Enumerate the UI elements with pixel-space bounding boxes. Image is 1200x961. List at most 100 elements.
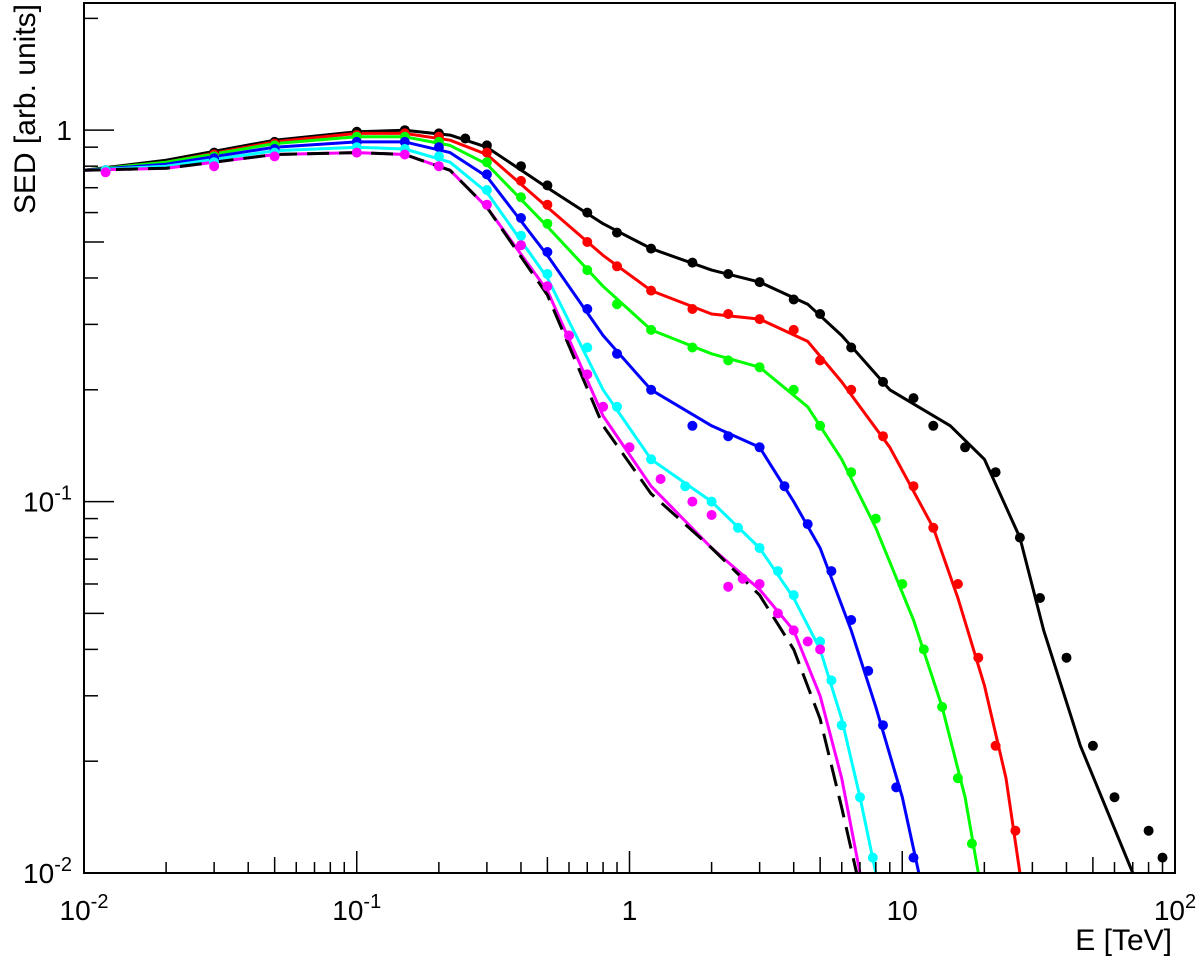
series-5-point-19 [772, 608, 783, 619]
series-2-point-22 [952, 773, 963, 784]
y-axis-title: SED [arb. units] [9, 4, 42, 214]
series-4-point-5 [433, 151, 444, 162]
series-0-point-25 [1035, 593, 1045, 603]
series-2-point-18 [870, 513, 881, 524]
series-5-point-22 [815, 644, 826, 655]
series-5-point-2 [269, 151, 280, 162]
series-5-point-8 [542, 281, 553, 292]
series-1-point-9 [582, 237, 593, 247]
series-2-point-14 [754, 362, 765, 373]
x-tick-label-0: 10-2 [60, 891, 109, 926]
series-3-point-5 [433, 142, 444, 153]
series-2-point-21 [937, 701, 948, 712]
series-5-point-16 [723, 581, 734, 592]
series-4-point-11 [646, 454, 657, 465]
series-1-point-15 [788, 324, 799, 335]
series-3-point-13 [723, 431, 734, 442]
series-0-curve [84, 128, 1135, 873]
series-1-point-6 [481, 147, 492, 158]
series-4-point-10 [612, 401, 622, 412]
series-0-point-6 [460, 133, 471, 144]
series-0-point-22 [960, 442, 971, 453]
series-3-point-15 [779, 481, 790, 492]
series-0-point-28 [1109, 792, 1120, 803]
series-4-point-14 [733, 522, 743, 533]
series-3-point-10 [612, 348, 622, 359]
series-3-point-6 [481, 169, 492, 180]
x-tick-label-2: 1 [622, 895, 638, 926]
series-4-point-15 [754, 543, 765, 553]
series-4-point-18 [815, 636, 826, 647]
x-tick-label-4: 102 [1154, 891, 1196, 926]
series-4-point-20 [836, 720, 847, 731]
series-points [100, 125, 1168, 863]
series-1-point-16 [815, 355, 826, 366]
y-tick-label-0: 10-2 [23, 854, 72, 889]
series-3-point-9 [582, 304, 593, 314]
series-0-point-20 [908, 393, 919, 404]
series-2-point-15 [788, 384, 799, 395]
series-0-point-8 [516, 161, 526, 172]
x-tick-label-3: 10 [887, 895, 918, 926]
series-0-point-21 [928, 420, 939, 431]
series-3-point-21 [891, 782, 902, 793]
x-axis-tick-labels: 10-2 10-1 1 10 102 [60, 891, 1197, 926]
series-2-point-6 [481, 157, 492, 168]
series-4-point-13 [706, 496, 717, 507]
series-2-point-9 [582, 265, 593, 276]
series-5-point-18 [754, 579, 765, 589]
series-4-point-6 [481, 185, 492, 195]
series-2-point-7 [516, 192, 526, 203]
series-4-point-12 [680, 481, 691, 492]
series-0-point-12 [646, 243, 657, 254]
y-tick-label-1: 10-1 [23, 483, 72, 518]
series-3-point-14 [754, 442, 765, 453]
series-3-curve [84, 140, 921, 873]
series-3-point-16 [802, 519, 813, 530]
series-1-point-18 [878, 431, 888, 442]
series-0-point-27 [1087, 740, 1098, 751]
series-5-point-9 [564, 330, 574, 341]
series-1-point-12 [687, 304, 698, 314]
series-5-point-0 [100, 167, 111, 178]
series-2-point-10 [612, 299, 622, 310]
series-4-point-16 [772, 566, 783, 577]
series-2-point-23 [966, 838, 977, 849]
series-0-point-7 [481, 140, 492, 151]
series-0-point-30 [1157, 852, 1168, 863]
series-5-point-20 [788, 625, 799, 636]
series-1-point-21 [952, 579, 963, 589]
series-2-point-12 [687, 342, 698, 353]
series-5-point-3 [351, 147, 362, 158]
series-3-point-11 [646, 384, 657, 395]
series-2-point-19 [897, 579, 908, 589]
x-axis-title: E [TeV] [1075, 924, 1172, 957]
series-0-point-19 [878, 376, 888, 387]
y-tick-label-2: 1 [56, 115, 72, 146]
series-0-point-23 [990, 467, 1001, 478]
series-2-point-11 [646, 324, 657, 335]
series-5-point-5 [433, 161, 444, 172]
series-4-point-17 [788, 590, 799, 601]
series-0-point-24 [1014, 532, 1025, 543]
series-4-point-9 [582, 342, 593, 353]
x-axis-ticks [83, 851, 1164, 873]
y-axis-ticks [84, 17, 114, 874]
series-3-point-18 [846, 615, 857, 625]
series-3-point-4 [399, 136, 410, 147]
series-1-point-23 [990, 740, 1001, 751]
series-5-point-13 [655, 474, 666, 484]
series-3-point-7 [516, 213, 526, 223]
series-5-point-15 [706, 510, 717, 520]
series-3-point-22 [908, 852, 919, 863]
series-1-point-17 [846, 384, 857, 395]
x-tick-label-1: 10-1 [332, 891, 381, 926]
series-1-point-8 [542, 199, 553, 210]
series-1-point-24 [1010, 825, 1021, 836]
series-3-point-12 [687, 420, 698, 431]
series-5-point-17 [737, 573, 748, 584]
series-1-point-7 [516, 175, 526, 186]
series-1-point-13 [723, 309, 734, 319]
series-5-point-1 [209, 161, 220, 172]
